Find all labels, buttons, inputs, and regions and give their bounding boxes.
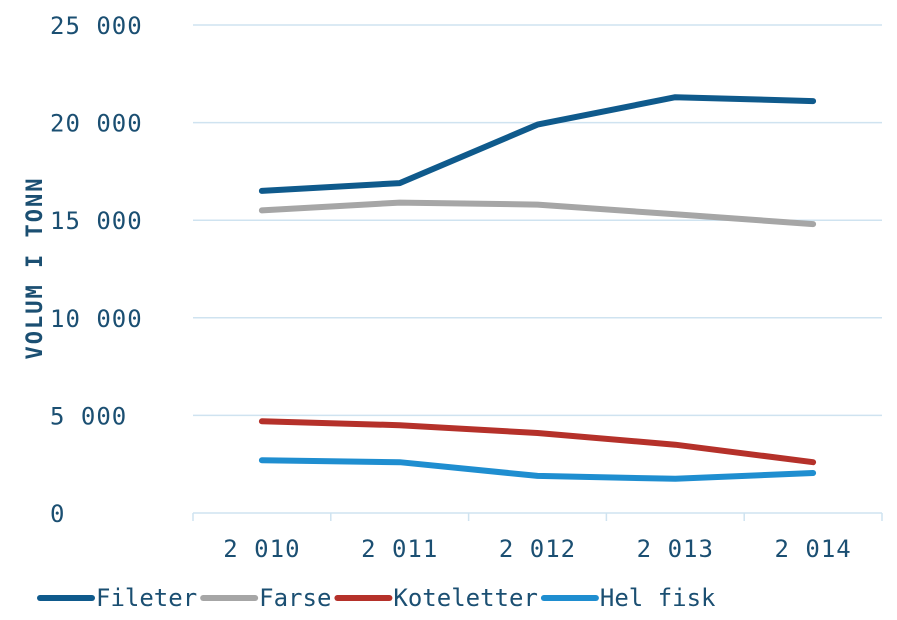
legend-label: Hel fisk [600,584,716,612]
x-tick-label: 2 013 [637,535,714,563]
series-line-farse [258,199,817,228]
y-tick-label: 15 000 [50,207,143,235]
y-tick-label: 25 000 [50,12,143,40]
legend: Fileter Farse Koteletter Hel fisk [37,584,716,612]
y-tick-labels: 0 5 000 10 000 15 000 20 000 25 000 [50,12,143,528]
x-tick-label: 2 010 [223,535,300,563]
y-tick-label: 20 000 [50,110,143,138]
series-lines [258,94,817,482]
legend-label: Koteletter [393,584,538,612]
y-tick-label: 10 000 [50,305,143,333]
y-tick-label: 5 000 [50,402,127,430]
gridlines [193,24,882,417]
x-tick-label: 2 012 [499,535,576,563]
y-axis-title: VOLUM I TONN [23,177,48,360]
series-line-hel-fisk [258,457,817,482]
legend-label: Fileter [96,584,197,612]
series-line-koteletter [258,418,817,466]
x-axis [192,512,883,521]
x-tick-label: 2 014 [774,535,851,563]
series-line-fileter [258,94,817,194]
y-tick-label: 0 [50,500,65,528]
legend-label: Farse [259,584,331,612]
x-tick-label: 2 011 [361,535,438,563]
x-tick-labels: 2 010 2 011 2 012 2 013 2 014 [223,535,851,563]
